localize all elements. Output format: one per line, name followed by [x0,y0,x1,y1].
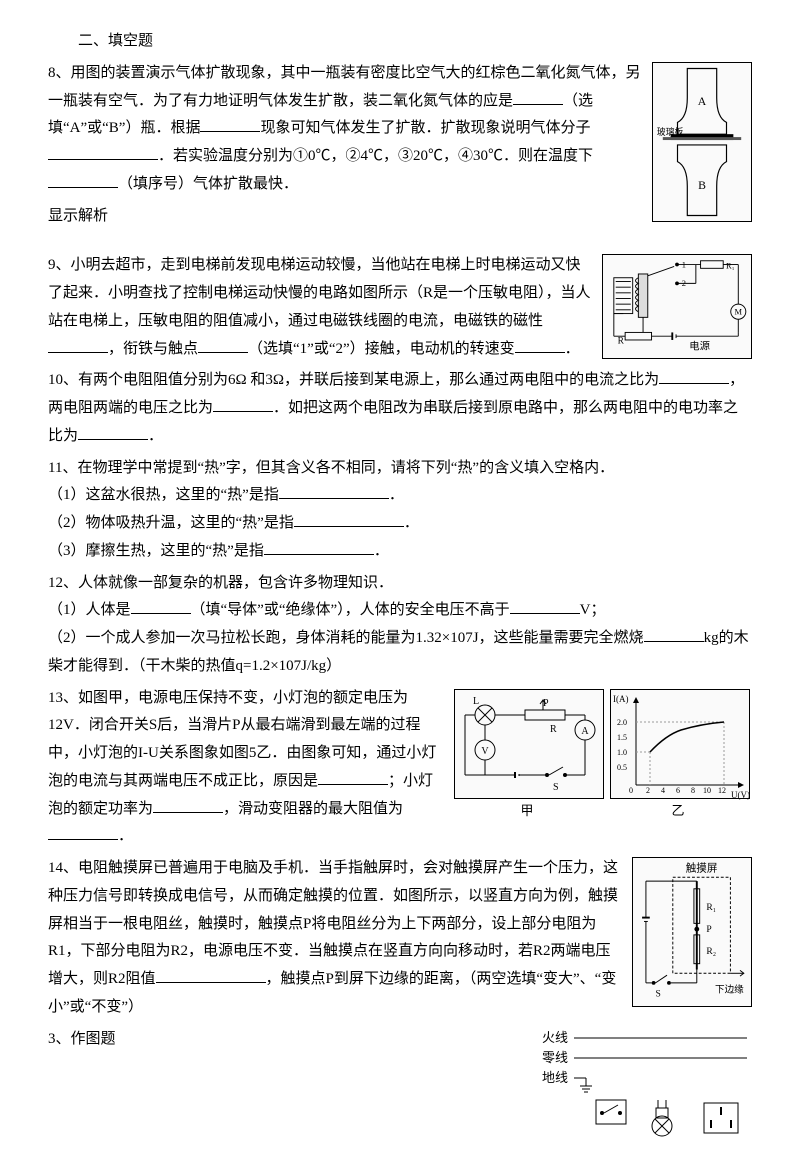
svg-text:A: A [581,726,589,737]
q13-t3: ，滑动变阻器的最大阻值为 [223,801,403,817]
q10-num: 10、 [48,372,78,388]
q9-blank1[interactable] [48,336,108,353]
q9-t1: 小明去超市，走到电梯前发现电梯运动较慢，当他站在电梯上时电梯运动又快了起来．小明… [48,257,591,329]
q11-p1b: ． [389,487,404,503]
fig-q13-left-label: 甲 [452,799,602,823]
q10-t4: ． [148,428,163,444]
q8-t4: ．若实验温度分别为①0℃，②4℃，③20℃，④30℃．则在温度下 [158,148,593,164]
svg-text:地线: 地线 [542,1070,568,1085]
q14-blank1[interactable] [156,967,266,984]
q9-blank3[interactable] [515,336,565,353]
q12-p2a: （2）一个成人参加一次马拉松长跑，身体消耗的能量为1.32×107J，这些能量需… [48,630,644,646]
q12-blank2[interactable] [510,598,580,615]
q13-num: 13、 [48,690,78,706]
svg-text:8: 8 [691,786,695,795]
fig-q13-right-label: 乙 [608,799,748,823]
svg-text:R₁: R₁ [706,902,716,913]
q8-t3: 现象可知气体发生了扩散．扩散现象说明气体分子 [260,120,590,136]
bottle-label-a: A [698,95,707,108]
figure-q9-circuit: 1 2 R₁ M R 电源 [602,254,752,359]
q12-num: 12、 [48,575,78,591]
q11-p2a: （2）物体吸热升温，这里的“热”是指 [48,515,294,531]
q8-blank4[interactable] [48,171,118,188]
question-11: 11、在物理学中常提到“热”字，但其含义各不相同，请将下列“热”的含义填入空格内… [48,455,752,566]
svg-text:S: S [656,988,661,999]
question-8: 8、用图的装置演示气体扩散现象，其中一瓶装有密度比空气大的红棕色二氧化氮气体，另… [48,60,752,199]
svg-text:下边缘: 下边缘 [715,983,744,995]
q13-blank1[interactable] [318,768,388,785]
q11-num: 11、 [48,460,77,476]
glass-plate-label: 玻璃板 [657,126,684,137]
svg-text:0: 0 [629,786,633,795]
q12-blank3[interactable] [644,626,704,643]
svg-text:R₂: R₂ [706,946,716,957]
q9-t3: （选填“1”或“2”）接触，电动机的转速变 [248,341,515,357]
q9-t4: ． [565,341,580,357]
svg-text:火线: 火线 [542,1030,568,1045]
svg-text:M: M [735,307,743,317]
svg-text:10: 10 [703,786,711,795]
q8-blank3[interactable] [48,144,158,161]
q10-t1: 有两个电阻阻值分别为6Ω 和3Ω，并联后接到某电源上，那么通过两电阻中的电流之比… [78,372,659,388]
svg-text:2: 2 [646,786,650,795]
figure-q14-touchscreen: 触摸屏 R₁ R₂ P S 下边缘 [632,857,752,1007]
q3-title: 作图题 [71,1031,116,1047]
svg-text:6: 6 [676,786,680,795]
q13-blank2[interactable] [153,796,223,813]
q11-blank3[interactable] [264,538,374,555]
q10-blank1[interactable] [659,368,729,385]
q8-blank2[interactable] [200,116,260,133]
svg-text:1.0: 1.0 [617,748,627,757]
svg-text:0.5: 0.5 [617,763,627,772]
svg-text:P: P [706,924,711,935]
svg-text:电源: 电源 [689,340,710,353]
svg-text:R: R [550,724,557,735]
q11-blank2[interactable] [294,511,404,528]
figure-q3-wiring: 火线 零线 地线 [542,1028,752,1158]
q11-intro: 在物理学中常提到“热”字，但其含义各不相同，请将下列“热”的含义填入空格内． [77,460,614,476]
q8-t5: （填序号）气体扩散最快． [118,176,298,192]
q12-p1a: （1）人体是 [48,602,131,618]
q9-t2: ，衔铁与触点 [108,341,198,357]
q11-p3a: （3）摩擦生热，这里的“热”是指 [48,543,264,559]
section-2-title: 二、填空题 [48,28,752,56]
figure-q13: L P R A V S [452,687,752,827]
q13-t4: ． [118,828,133,844]
q3-num: 3、 [48,1031,71,1047]
q11-p1a: （1）这盆水很热，这里的“热”是指 [48,487,279,503]
svg-text:S: S [553,782,559,793]
question-10: 10、有两个电阻阻值分别为6Ω 和3Ω，并联后接到某电源上，那么通过两电阻中的电… [48,367,752,450]
q11-p3b: ． [374,543,389,559]
q8-blank1[interactable] [513,88,563,105]
svg-text:I(A): I(A) [613,694,629,704]
q13-blank3[interactable] [48,824,118,841]
q9-num: 9、 [48,257,71,273]
svg-text:12: 12 [718,786,726,795]
q12-p1b: （填“导体”或“绝缘体”），人体的安全电压不高于 [191,602,510,618]
q8-num: 8、 [48,65,71,81]
svg-text:R: R [618,337,625,347]
figure-q8-bottles: A 玻璃板 B [652,62,752,222]
svg-text:4: 4 [661,786,665,795]
svg-text:1.5: 1.5 [617,733,627,742]
q10-blank2[interactable] [213,396,273,413]
q12-intro: 人体就像一部复杂的机器，包含许多物理知识． [78,575,393,591]
svg-text:触摸屏: 触摸屏 [686,862,718,875]
q10-blank3[interactable] [78,423,148,440]
svg-text:2.0: 2.0 [617,718,627,727]
svg-text:L: L [473,696,479,707]
q12-p1c: V； [580,602,606,618]
svg-text:V: V [481,746,489,757]
bottle-label-b: B [698,179,706,192]
show-analysis-link[interactable]: 显示解析 [48,203,752,231]
svg-text:R₁: R₁ [726,261,735,271]
question-12: 12、人体就像一部复杂的机器，包含许多物理知识． （1）人体是 （填“导体”或“绝… [48,570,752,681]
q14-num: 14、 [48,860,78,876]
q9-blank2[interactable] [198,336,248,353]
q14-t1: 电阻触摸屏已普遍用于电脑及手机．当手指触屏时，会对触摸屏产生一个压力，这种压力信… [48,860,618,987]
q12-blank1[interactable] [131,598,191,615]
svg-text:零线: 零线 [542,1050,568,1065]
q11-p2b: ． [404,515,419,531]
q11-blank1[interactable] [279,483,389,500]
